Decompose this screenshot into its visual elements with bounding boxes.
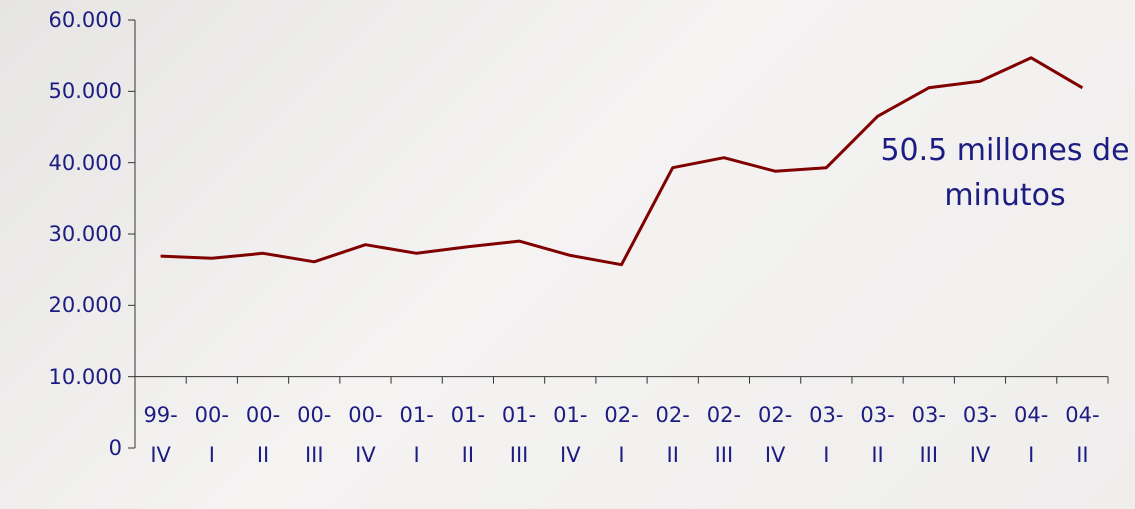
y-tick-label: 50.000 [48, 79, 122, 104]
x-tick-label: 01-I [399, 403, 434, 467]
x-tick-label: 04-I [1014, 403, 1049, 467]
x-tick-label: 03-II [860, 403, 895, 467]
x-tick-label: 02-I [604, 403, 639, 467]
y-tick-label: 0 [108, 436, 122, 460]
x-tick-label: 00-I [194, 403, 229, 467]
x-tick-label: 02-II [655, 403, 690, 467]
x-tick-label: 00-II [245, 403, 281, 467]
x-tick-label: 99-IV [143, 403, 178, 467]
x-tick-label: 03-III [911, 403, 946, 467]
line [160, 56, 1084, 267]
y-tick-label: 20.000 [48, 293, 122, 318]
x-tick-label: 00-III [297, 403, 332, 467]
y-tick-label: 60.000 [48, 8, 122, 32]
x-tick-label: 03-I [809, 403, 844, 467]
x-tick-label: 01-III [501, 403, 537, 467]
x-tick-label: 00-IV [348, 403, 383, 467]
annotation: 50.5 millones de minutos [880, 133, 1130, 213]
y-tick-label: 10.000 [48, 364, 122, 389]
x-tick-label: 01-II [450, 403, 486, 467]
y-tick-label: 30.000 [48, 222, 122, 246]
y-tick-label: 40.000 [48, 150, 122, 175]
x-tick-label: 02-IV [757, 403, 793, 467]
x-tick-label: 04-II [1065, 403, 1100, 467]
x-tick-label: 01-IV [553, 403, 588, 467]
x-tick-label: 03-IV [962, 403, 998, 467]
x-tick-label: 02-III [706, 403, 742, 467]
